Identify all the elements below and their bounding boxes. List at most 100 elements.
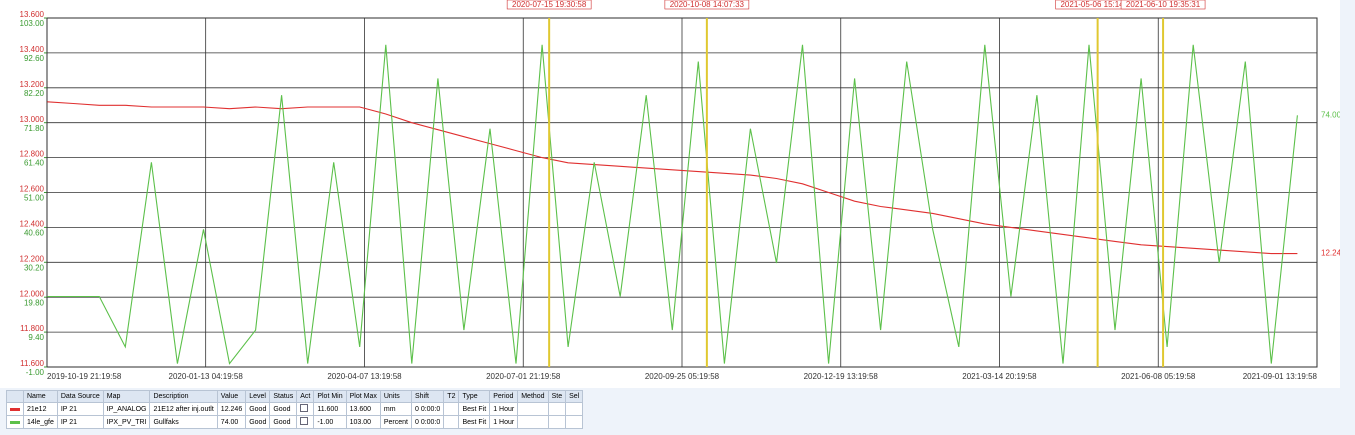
y-tick-label: 11.600	[20, 359, 44, 368]
y2-tick-label: 19.80	[24, 298, 45, 307]
x-tick-label: 2019-10-19 21:19:58	[47, 372, 122, 381]
y-tick-label: 12.200	[20, 254, 45, 263]
table-row: 14le_gfe IP 21 IPX_PV_TRI Gullfaks 74.00 Good…	[6, 415, 584, 429]
empty-cell	[296, 415, 315, 429]
table-cell: 21E12 after inj.outlt	[149, 402, 218, 416]
empty-cell	[517, 402, 549, 416]
y2-tick-label: 103.00	[20, 19, 45, 28]
y2-tick-label: 71.80	[24, 124, 45, 133]
header-cell: Method	[517, 390, 549, 403]
y2-tick-label: 82.20	[24, 89, 45, 98]
empty-cell	[443, 402, 460, 416]
checkbox[interactable]	[300, 404, 309, 412]
y2-tick-label: 61.40	[24, 159, 45, 168]
header-cell	[6, 390, 24, 403]
y-tick-label: 13.200	[20, 80, 45, 89]
y2-tick-label: -1.00	[26, 368, 45, 377]
y2-tick-label: 9.40	[28, 333, 44, 342]
header-cell: Shift	[410, 390, 445, 403]
legend-icon-cell	[6, 415, 24, 429]
x-tick-label: 2021-09-01 13:19:58	[1243, 372, 1318, 381]
table-cell: IPX_PV_TRI	[102, 415, 151, 429]
table-cell: Good	[245, 402, 271, 416]
y-tick-label: 12.800	[20, 150, 45, 159]
header-cell: Value	[216, 390, 247, 403]
current-value-label: 12.246	[1321, 249, 1340, 258]
table-cell: 14le_gfe	[23, 415, 58, 429]
empty-cell	[517, 415, 549, 429]
header-cell: Units	[379, 390, 412, 403]
empty-cell	[565, 402, 584, 416]
marker-label: 2021-06-10 19:35:31	[1126, 0, 1201, 9]
header-cell: Act	[296, 390, 315, 403]
y-tick-label: 13.000	[20, 115, 45, 124]
x-tick-label: 2020-12-19 13:19:58	[804, 372, 879, 381]
header-cell: T2	[443, 390, 460, 403]
x-tick-label: 2020-07-01 21:19:58	[486, 372, 561, 381]
table-cell: 1 Hour	[489, 402, 519, 416]
current-value-label: 74.00	[1321, 110, 1340, 119]
y-tick-label: 12.000	[20, 289, 45, 298]
table-cell: 0 0:00:0	[410, 402, 445, 416]
legend-icon-cell	[6, 402, 24, 416]
table-cell: 11.600	[313, 402, 347, 416]
header-cell: Period	[489, 390, 519, 403]
table-cell: 12.246	[216, 402, 247, 416]
x-tick-label: 2021-03-14 20:19:58	[962, 372, 1037, 381]
legend-swatch	[10, 407, 20, 411]
x-tick-label: 2020-09-25 05:19:58	[645, 372, 720, 381]
table-cell: 74.00	[216, 415, 247, 429]
table-cell: 21e12	[23, 402, 58, 416]
empty-cell	[547, 415, 567, 429]
header-cell: Ste	[547, 390, 567, 403]
header-cell: Description	[149, 390, 218, 403]
header-cell: Status	[269, 390, 298, 403]
table-header-row: Name Data Source Map Description Value Level S…	[6, 390, 584, 403]
y-tick-label: 13.400	[20, 45, 45, 54]
header-cell: Name	[23, 390, 58, 403]
x-tick-label: 2021-06-08 05:19:58	[1121, 372, 1196, 381]
y2-tick-label: 30.20	[24, 263, 45, 272]
trend-table: Name Data Source Map Description Value Level S…	[6, 390, 584, 429]
series-line	[47, 101, 1298, 255]
table-cell: Best Fit	[458, 415, 491, 429]
header-cell: Plot Min	[313, 390, 347, 403]
table-cell: 1 Hour	[489, 415, 519, 429]
marker-label-box	[1120, 0, 1206, 10]
header-cell: Plot Max	[345, 390, 381, 403]
empty-cell	[443, 415, 460, 429]
checkbox[interactable]	[300, 417, 309, 425]
table-cell: 13.600	[345, 402, 381, 416]
chart-bg	[0, 0, 1340, 388]
x-tick-label: 2020-04-07 13:19:58	[327, 372, 402, 381]
y-tick-label: 11.800	[20, 324, 44, 333]
marker-label: 2020-07-15 19:30:58	[512, 0, 587, 9]
table-cell: Good	[269, 402, 298, 416]
table-cell: Good	[269, 415, 298, 429]
y2-tick-label: 51.00	[24, 194, 45, 203]
table-cell: Good	[245, 415, 271, 429]
table-cell: 0 0:00:0	[410, 415, 445, 429]
empty-cell	[296, 402, 315, 416]
marker-label-box	[664, 0, 750, 10]
header-cell: Data Source	[56, 390, 104, 403]
marker-label-box	[506, 0, 592, 10]
x-tick-label: 2020-01-13 04:19:58	[169, 372, 244, 381]
marker-label: 2021-05-06 15:14:24	[1060, 0, 1135, 9]
header-cell: Level	[245, 390, 271, 403]
table-cell: -1.00	[313, 415, 347, 429]
y-tick-label: 12.400	[20, 220, 45, 229]
header-cell: Map	[102, 390, 151, 403]
table-cell: IP_ANALOG	[102, 402, 151, 416]
legend-swatch	[10, 420, 20, 424]
table-row: 21e12 IP 21 IP_ANALOG 21E12 after inj.outlt…	[6, 402, 584, 416]
y2-tick-label: 40.60	[24, 229, 45, 238]
y-tick-label: 13.600	[20, 10, 45, 19]
table-cell: Gullfaks	[149, 415, 218, 429]
table-cell: Percent	[379, 415, 412, 429]
empty-cell	[547, 402, 567, 416]
header-cell: Sel	[565, 390, 584, 403]
table-cell: IP 21	[56, 402, 104, 416]
y2-tick-label: 92.60	[24, 54, 45, 63]
